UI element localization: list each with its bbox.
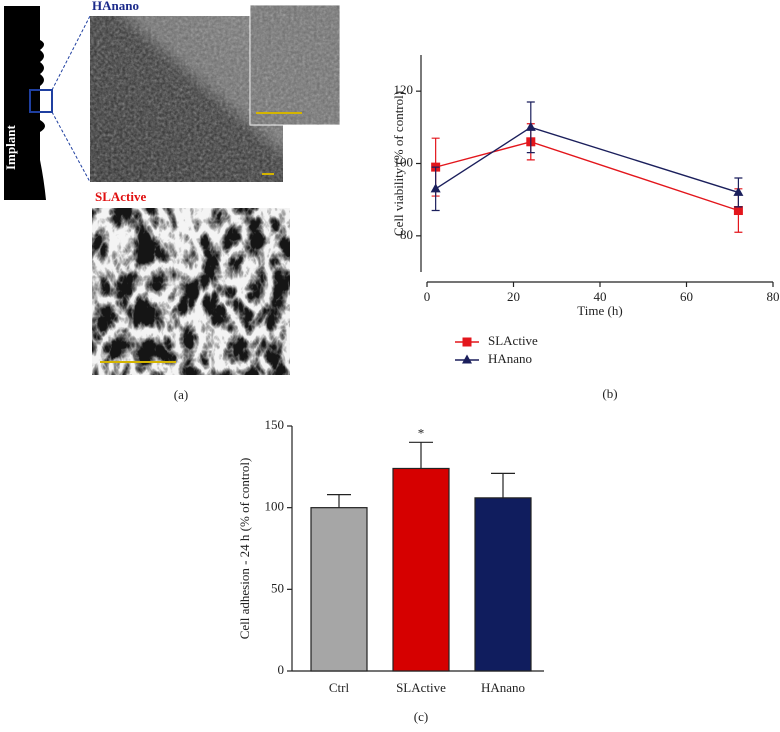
y-tick-label: 50 bbox=[271, 580, 284, 595]
sem-texture bbox=[92, 208, 290, 375]
x-tick-label: HAnano bbox=[481, 680, 525, 695]
panel-label: (c) bbox=[414, 709, 428, 724]
x-tick-label: 40 bbox=[594, 289, 607, 304]
x-tick-label: 20 bbox=[507, 289, 520, 304]
y-axis-label: Cell adhesion - 24 h (% of control) bbox=[237, 458, 252, 640]
marker bbox=[462, 354, 472, 364]
marker bbox=[462, 337, 472, 347]
bar bbox=[474, 497, 532, 672]
slactive-label: SLActive bbox=[95, 189, 147, 204]
sem-texture bbox=[250, 5, 340, 125]
annotation: * bbox=[418, 425, 425, 440]
x-tick-label: 60 bbox=[680, 289, 693, 304]
panel-a: HAnano SLActive Implant (a) bbox=[3, 0, 341, 402]
implant bbox=[4, 6, 46, 200]
marker bbox=[733, 206, 743, 216]
error-bar bbox=[491, 472, 515, 498]
error-bar bbox=[409, 441, 433, 469]
x-tick-label: 0 bbox=[424, 289, 431, 304]
bar bbox=[310, 507, 368, 672]
x-tick-label: SLActive bbox=[396, 680, 446, 695]
y-axis-label: Cell viability (% of control) bbox=[391, 91, 406, 236]
x-tick-label: 80 bbox=[767, 289, 780, 304]
series-line bbox=[435, 141, 739, 212]
y-tick-label: 100 bbox=[394, 154, 414, 169]
panel-label: (a) bbox=[174, 387, 188, 402]
zoom-line bbox=[51, 15, 91, 91]
panel-label: (b) bbox=[602, 386, 617, 401]
legend-label: SLActive bbox=[488, 333, 538, 348]
marker bbox=[430, 183, 441, 193]
marker bbox=[733, 186, 744, 196]
zoom-line bbox=[51, 111, 91, 183]
x-tick-label: Ctrl bbox=[329, 680, 350, 695]
y-tick-label: 120 bbox=[394, 82, 414, 97]
error-bar bbox=[327, 494, 351, 508]
y-tick-label: 80 bbox=[400, 227, 413, 242]
y-tick-label: 0 bbox=[278, 662, 285, 677]
marker bbox=[525, 121, 536, 131]
bar bbox=[392, 467, 450, 672]
y-tick-label: 150 bbox=[265, 417, 285, 432]
implant-label: Implant bbox=[3, 125, 18, 170]
hanano-label: HAnano bbox=[92, 0, 139, 13]
y-tick-label: 100 bbox=[265, 499, 285, 514]
zoom-box bbox=[29, 89, 53, 113]
x-axis-label: Time (h) bbox=[577, 303, 622, 318]
legend-label: HAnano bbox=[488, 351, 532, 366]
